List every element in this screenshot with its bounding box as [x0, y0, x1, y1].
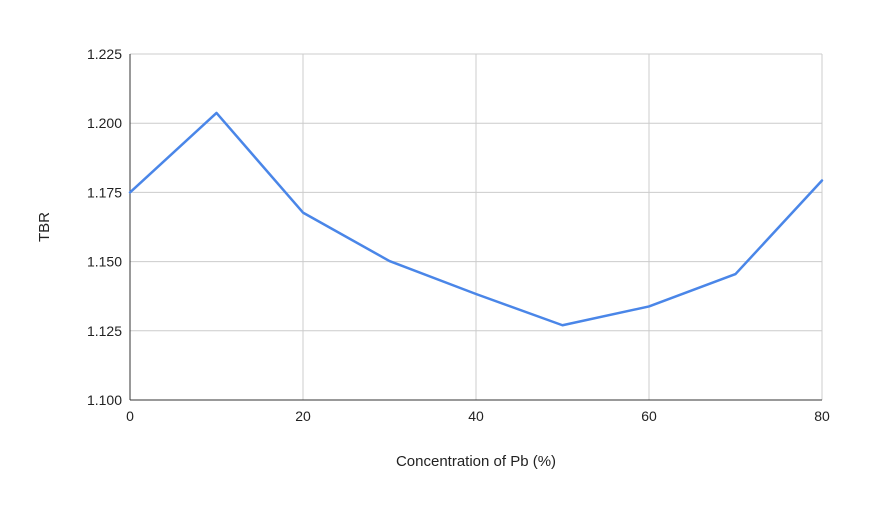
y-tick-label: 1.175	[87, 184, 122, 200]
y-tick-label: 1.125	[87, 323, 122, 339]
y-tick-label: 1.150	[87, 254, 122, 270]
grid	[130, 53, 823, 400]
tick-labels: 1.100 1.125 1.150 1.175 1.200 1.225 0 20 40 60 80	[87, 46, 830, 424]
x-tick-label: 0	[126, 408, 134, 424]
y-axis-title: TBR	[36, 212, 53, 242]
series-line	[128, 111, 824, 327]
x-axis-title: Concentration of Pb (%)	[396, 453, 556, 470]
axes	[129, 54, 822, 401]
x-tick-label: 20	[295, 408, 311, 424]
series	[128, 111, 824, 327]
y-tick-label: 1.200	[87, 115, 122, 131]
x-tick-label: 80	[814, 408, 830, 424]
y-tick-label: 1.100	[87, 392, 122, 408]
x-tick-label: 60	[641, 408, 657, 424]
x-tick-label: 40	[468, 408, 484, 424]
y-tick-label: 1.225	[87, 46, 122, 62]
